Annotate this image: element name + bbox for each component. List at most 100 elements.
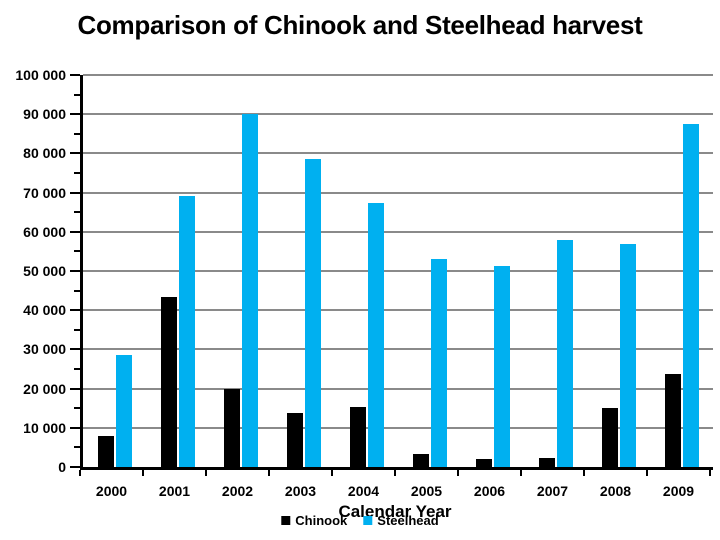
bar-group-2006 (461, 75, 524, 467)
bar-group-2004 (335, 75, 398, 467)
y-major-tick (70, 387, 80, 390)
gridline-100000 (83, 74, 713, 76)
bar-chinook-2000 (97, 436, 114, 467)
x-axis-tick (205, 470, 207, 476)
bar-steelhead-2000 (115, 354, 132, 467)
legend-item-steelhead: Steelhead (363, 513, 439, 528)
x-axis-tick (583, 470, 585, 476)
x-tick-label-2008: 2008 (599, 483, 632, 499)
bar-group-2009 (650, 75, 713, 467)
x-axis-tick (394, 470, 396, 476)
y-minor-tick (74, 132, 80, 135)
y-minor-tick (74, 172, 80, 174)
y-minor-tick (74, 407, 80, 410)
y-major-tick (70, 270, 80, 272)
legend: Chinook Steelhead (281, 513, 439, 528)
bar-chinook-2007 (538, 458, 555, 467)
bar-steelhead-2001 (178, 195, 195, 467)
y-major-tick (70, 466, 80, 468)
gridline-80000 (83, 152, 713, 155)
x-axis-tick (268, 470, 270, 476)
y-major-tick (70, 74, 80, 76)
y-minor-tick (74, 368, 80, 370)
y-major-tick (70, 230, 80, 233)
y-minor-tick (74, 250, 80, 253)
y-minor-tick (74, 93, 80, 96)
bar-group-2001 (146, 75, 209, 467)
bar-chinook-2009 (664, 374, 681, 467)
legend-swatch-steelhead-icon (363, 516, 373, 525)
x-tick-label-2007: 2007 (536, 483, 569, 499)
gridline-30000 (83, 348, 713, 351)
bar-steelhead-2007 (556, 240, 573, 467)
gridline-20000 (83, 387, 713, 390)
x-axis-tick (331, 470, 333, 476)
y-tick-label-0: 0 (58, 459, 66, 475)
x-tick-label-2001: 2001 (158, 483, 191, 499)
legend-label-chinook: Chinook (295, 513, 348, 528)
gridline-10000 (83, 426, 713, 429)
bar-group-2008 (587, 75, 650, 467)
x-axis-labels: 2000 2001 2002 2003 2004 2005 2006 2007 2008 2009 (80, 483, 710, 501)
x-tick-label-2005: 2005 (410, 483, 443, 499)
bar-group-2007 (524, 75, 587, 467)
y-minor-tick (74, 211, 80, 214)
y-major-tick (70, 426, 80, 429)
bar-steelhead-2002 (241, 114, 258, 467)
bar-chinook-2003 (286, 412, 303, 467)
y-tick-label-100000: 100 000 (15, 67, 66, 83)
bar-chinook-2004 (349, 407, 366, 467)
gridline-70000 (83, 191, 713, 194)
y-tick-label-20000: 20 000 (23, 380, 66, 397)
bar-group-2003 (272, 75, 335, 467)
bar-chinook-2006 (475, 459, 492, 467)
y-major-tick (70, 113, 80, 116)
y-tick-label-90000: 90 000 (23, 106, 66, 123)
bar-group-2002 (209, 75, 272, 467)
x-tick-label-2009: 2009 (662, 483, 695, 499)
bar-chinook-2005 (412, 454, 429, 467)
bar-chinook-2001 (160, 296, 177, 467)
bar-steelhead-2008 (619, 243, 636, 467)
legend-item-chinook: Chinook (281, 513, 347, 528)
x-tick-label-2002: 2002 (221, 483, 254, 499)
x-tick-label-2006: 2006 (473, 483, 506, 499)
y-minor-tick (74, 289, 80, 292)
x-tick-label-2003: 2003 (284, 483, 317, 499)
chart-title: Comparison of Chinook and Steelhead harv… (77, 10, 643, 40)
bar-chinook-2002 (223, 388, 240, 467)
y-tick-label-10000: 10 000 (23, 419, 66, 436)
y-minor-tick (74, 446, 80, 449)
bar-steelhead-2003 (304, 158, 321, 467)
y-tick-label-80000: 80 000 (23, 145, 66, 162)
bar-steelhead-2004 (367, 203, 384, 467)
y-major-tick (70, 348, 80, 351)
x-axis-tick (646, 470, 648, 476)
x-axis-tick (457, 470, 459, 476)
y-tick-label-60000: 60 000 (23, 223, 66, 240)
x-tick-label-2004: 2004 (347, 483, 380, 499)
bar-steelhead-2009 (682, 124, 699, 467)
gridline-90000 (83, 113, 713, 116)
x-tick-label-2000: 2000 (95, 483, 128, 499)
legend-swatch-chinook-icon (281, 516, 291, 525)
gridline-50000 (83, 270, 713, 272)
x-axis-tick (79, 470, 81, 476)
bar-steelhead-2005 (430, 259, 447, 467)
y-tick-label-50000: 50 000 (23, 263, 66, 279)
x-axis-tick (520, 470, 522, 476)
y-tick-label-70000: 70 000 (23, 184, 66, 201)
y-major-tick (70, 152, 80, 155)
bar-group-2000 (83, 75, 146, 467)
bar-steelhead-2006 (493, 265, 510, 467)
plot-area (80, 74, 713, 470)
gridline-40000 (83, 309, 713, 312)
y-major-tick (70, 191, 80, 194)
y-tick-label-40000: 40 000 (23, 302, 66, 319)
y-major-tick (70, 309, 80, 312)
y-axis-labels: 0 10 000 20 000 30 000 40 000 50 000 60 000 70 … (0, 67, 66, 475)
legend-label-steelhead: Steelhead (377, 513, 439, 528)
x-axis-tick (142, 470, 144, 476)
gridline-60000 (83, 230, 713, 233)
